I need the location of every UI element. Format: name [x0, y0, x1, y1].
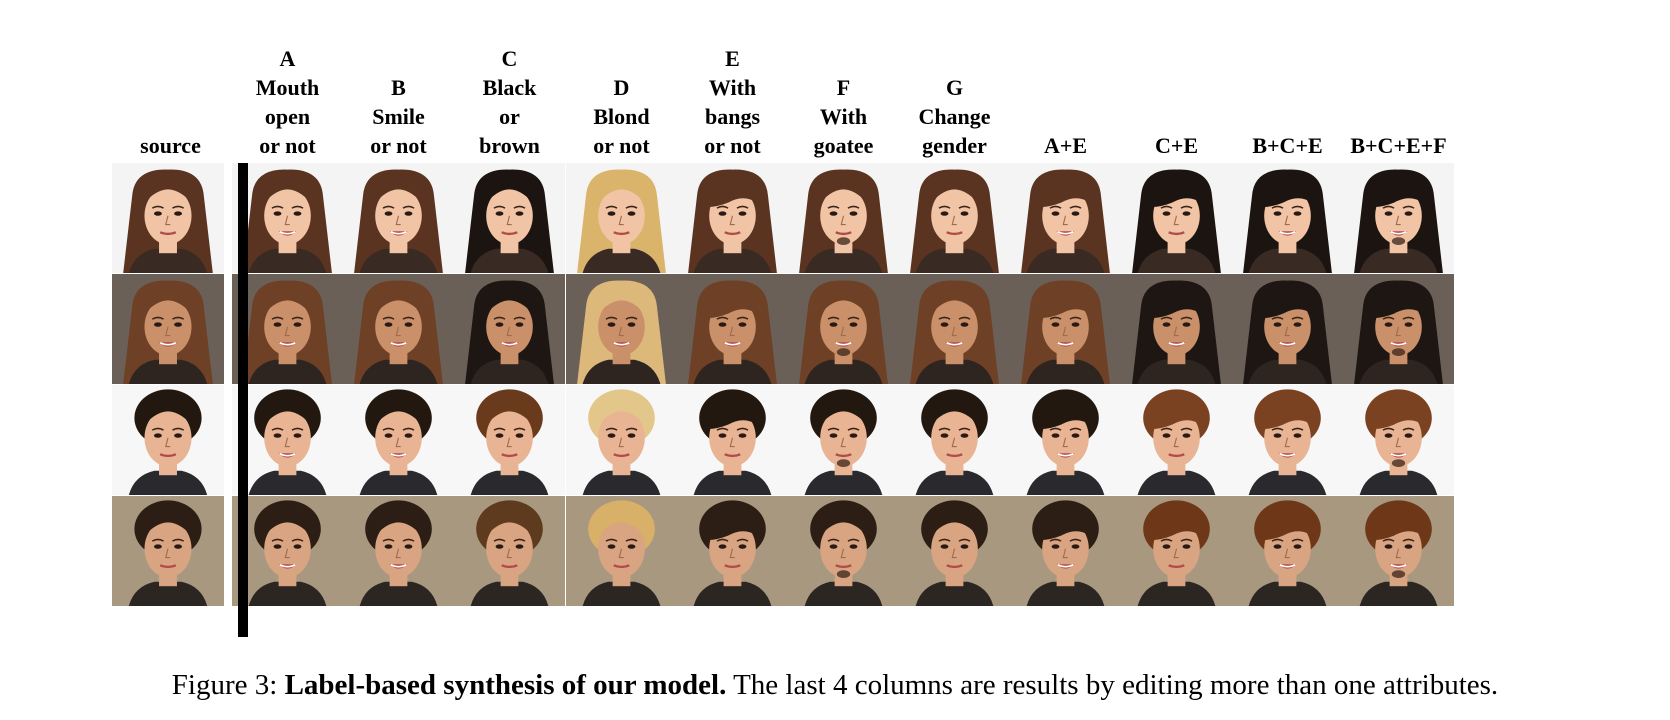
- column-header-line: source: [140, 133, 201, 158]
- column-header-line: B+C+E+F: [1350, 133, 1447, 158]
- source-divider: [238, 163, 248, 637]
- face-image: [454, 496, 565, 606]
- face-image: [112, 274, 224, 384]
- face-image: [1232, 163, 1343, 273]
- column-header-line: or: [499, 104, 520, 129]
- face-image: [677, 496, 788, 606]
- face-image: [1010, 496, 1121, 606]
- face-image: [112, 385, 224, 495]
- column-header-line: C: [501, 46, 518, 71]
- face-image: [1121, 163, 1232, 273]
- face-image: [232, 385, 343, 495]
- caption-rest: The last 4 columns are results by editin…: [726, 669, 1499, 701]
- face-image: [112, 496, 224, 606]
- face-image: [1232, 274, 1343, 384]
- face-image: [1343, 274, 1454, 384]
- column-header-line: or not: [593, 133, 650, 158]
- face-image: [232, 274, 343, 384]
- face-image: [788, 385, 899, 495]
- face-image: [677, 163, 788, 273]
- face-image: [566, 274, 677, 384]
- column-header: G Change gender: [890, 40, 1020, 160]
- face-image: [566, 163, 677, 273]
- face-image: [1343, 385, 1454, 495]
- column-header-line: goatee: [813, 133, 874, 158]
- column-header-line: G: [945, 75, 964, 100]
- face-image: [343, 496, 454, 606]
- column-header-line: brown: [479, 133, 540, 158]
- column-header-line: A+E: [1043, 133, 1088, 158]
- face-image: [1010, 163, 1121, 273]
- face-image: [1121, 274, 1232, 384]
- column-header-line: B+C+E: [1252, 133, 1323, 158]
- image-grid: [0, 163, 1670, 637]
- face-image: [1010, 385, 1121, 495]
- column-header-line: gender: [922, 133, 987, 158]
- column-header: B Smile or not: [334, 40, 464, 160]
- column-header-line: or not: [259, 133, 316, 158]
- column-header-line: A: [279, 46, 296, 71]
- column-header: C Black or brown: [445, 40, 575, 160]
- face-image: [788, 163, 899, 273]
- column-header-line: D: [613, 75, 630, 100]
- face-image: [454, 163, 565, 273]
- face-image: [1343, 496, 1454, 606]
- column-header-line: C+E: [1154, 133, 1199, 158]
- column-header-line: With: [819, 104, 868, 129]
- face-image: [899, 274, 1010, 384]
- column-header-line: Smile: [372, 104, 425, 129]
- face-image: [112, 163, 224, 273]
- column-header-line: Blond: [593, 104, 650, 129]
- face-image: [788, 274, 899, 384]
- column-header-line: Change: [918, 104, 991, 129]
- face-image: [566, 496, 677, 606]
- face-image: [1010, 274, 1121, 384]
- face-image: [343, 385, 454, 495]
- column-header: D Blond or not: [557, 40, 687, 160]
- face-image: [343, 274, 454, 384]
- face-image: [1232, 385, 1343, 495]
- column-header: B+C+E+F: [1334, 40, 1464, 160]
- face-image: [899, 496, 1010, 606]
- column-header-line: bangs: [704, 104, 761, 129]
- face-image: [454, 385, 565, 495]
- column-header-line: open: [264, 104, 311, 129]
- column-header: A Mouth open or not: [223, 40, 353, 160]
- face-image: [1343, 163, 1454, 273]
- column-header-line: or not: [370, 133, 427, 158]
- face-image: [1121, 385, 1232, 495]
- face-image: [1121, 496, 1232, 606]
- column-header-line: Black: [482, 75, 537, 100]
- face-image: [1232, 496, 1343, 606]
- column-header-line: With: [708, 75, 757, 100]
- caption-bold: Label-based synthesis of our model.: [284, 669, 727, 701]
- face-image: [677, 274, 788, 384]
- column-header: A+E: [1001, 40, 1131, 160]
- face-image: [788, 496, 899, 606]
- face-image: [677, 385, 788, 495]
- figure-caption: Figure 3: Label-based synthesis of our m…: [0, 665, 1670, 705]
- column-header: C+E: [1112, 40, 1242, 160]
- face-image: [232, 163, 343, 273]
- caption-prefix: Figure 3:: [171, 669, 285, 701]
- column-header-line: F: [836, 75, 851, 100]
- face-image: [899, 163, 1010, 273]
- face-image: [899, 385, 1010, 495]
- face-image: [454, 274, 565, 384]
- column-header: source: [106, 40, 236, 160]
- column-header-line: B: [391, 75, 406, 100]
- face-image: [232, 496, 343, 606]
- column-header-line: or not: [704, 133, 761, 158]
- face-image: [566, 385, 677, 495]
- column-header: B+C+E: [1223, 40, 1353, 160]
- column-header: E With bangs or not: [668, 40, 798, 160]
- face-image: [343, 163, 454, 273]
- column-header-line: E: [725, 46, 740, 71]
- column-header-line: Mouth: [255, 75, 320, 100]
- column-header: F With goatee: [779, 40, 909, 160]
